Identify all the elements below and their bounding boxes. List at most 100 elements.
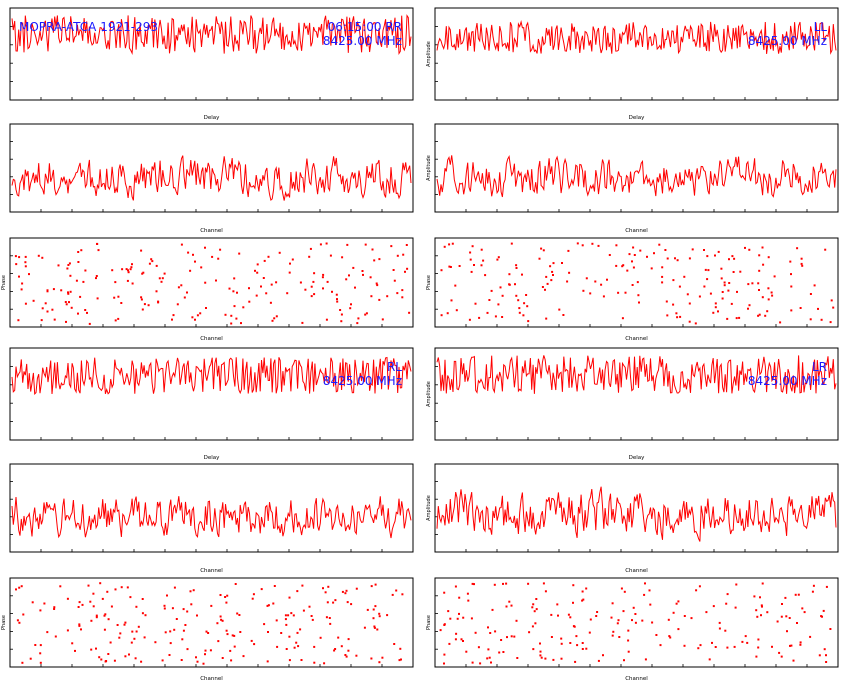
phase-point bbox=[762, 263, 765, 266]
phase-point bbox=[140, 296, 143, 299]
phase-point bbox=[137, 625, 140, 628]
phase-point bbox=[491, 608, 494, 611]
phase-point bbox=[228, 287, 231, 290]
phase-point bbox=[552, 658, 555, 661]
phase-point bbox=[758, 313, 761, 316]
plot-frame bbox=[9, 463, 414, 553]
phase-point bbox=[449, 617, 452, 620]
phase-point bbox=[172, 314, 175, 317]
phase-point bbox=[142, 271, 145, 274]
phase-point bbox=[54, 635, 57, 638]
axis-ticks bbox=[9, 577, 414, 668]
phase-point bbox=[80, 249, 83, 252]
phase-point bbox=[88, 322, 91, 325]
phase-point bbox=[446, 312, 449, 315]
phase-point bbox=[620, 587, 623, 590]
phase-point bbox=[672, 303, 675, 306]
phase-point bbox=[508, 273, 511, 276]
phase-point bbox=[24, 265, 27, 268]
phase-point bbox=[350, 603, 353, 606]
phase-point bbox=[785, 615, 788, 618]
phase-point bbox=[339, 309, 342, 311]
phase-point bbox=[321, 276, 324, 279]
phase-point bbox=[711, 641, 713, 644]
phase-point bbox=[401, 593, 404, 596]
phase-point bbox=[755, 655, 758, 658]
amplitude-trace bbox=[11, 356, 412, 396]
phase-point bbox=[161, 277, 164, 280]
phase-point bbox=[40, 319, 43, 322]
phase-point bbox=[118, 636, 121, 639]
phase-point bbox=[355, 587, 358, 590]
phase-point bbox=[356, 322, 359, 325]
phase-point bbox=[469, 251, 472, 254]
phase-point bbox=[151, 260, 154, 263]
phase-point bbox=[718, 627, 721, 630]
x-axis-label: Channel bbox=[200, 676, 223, 680]
phase-point bbox=[513, 635, 516, 638]
phase-point bbox=[107, 618, 110, 621]
phase-point bbox=[77, 606, 80, 608]
phase-point bbox=[232, 290, 235, 293]
phase-point bbox=[295, 641, 298, 644]
phase-point bbox=[767, 298, 770, 301]
phase-point bbox=[811, 590, 814, 593]
phase-point bbox=[90, 648, 93, 651]
phase-point bbox=[739, 270, 742, 273]
phase-point bbox=[369, 276, 372, 279]
phase-point bbox=[758, 289, 760, 291]
phase-point bbox=[760, 604, 763, 607]
frequency-label: 8425.00 MHz bbox=[323, 34, 402, 48]
phase-point bbox=[712, 605, 715, 608]
phase-point bbox=[667, 618, 670, 621]
phase-point bbox=[192, 253, 194, 256]
phase-point bbox=[508, 283, 511, 286]
phase-point bbox=[474, 302, 477, 305]
phase-point bbox=[242, 655, 245, 658]
phase-point bbox=[126, 279, 129, 282]
phase-point bbox=[376, 628, 379, 631]
plot-frame bbox=[434, 347, 839, 441]
y-axis-label: Amplitude bbox=[426, 495, 432, 521]
phase-point bbox=[820, 318, 823, 321]
phase-point bbox=[462, 640, 464, 642]
phase-point bbox=[393, 643, 396, 645]
phase-point bbox=[98, 656, 101, 659]
phase-point bbox=[830, 299, 833, 302]
phase-point bbox=[447, 610, 450, 613]
x-axis-label: Channel bbox=[625, 568, 648, 574]
phase-point bbox=[267, 604, 270, 607]
phase-point bbox=[194, 260, 196, 263]
phase-point bbox=[216, 622, 219, 625]
phase-point bbox=[134, 657, 137, 660]
phase-point bbox=[64, 301, 67, 303]
phase-point bbox=[734, 606, 737, 609]
phase-point bbox=[280, 632, 283, 634]
phase-point bbox=[594, 280, 597, 283]
axis-ticks bbox=[434, 577, 839, 668]
phase-point bbox=[766, 611, 769, 614]
y-axis-label: Phase bbox=[426, 275, 432, 290]
phase-point bbox=[813, 284, 816, 287]
phase-point bbox=[651, 621, 654, 624]
phase-point bbox=[624, 291, 627, 294]
phase-point bbox=[443, 245, 446, 248]
phase-point bbox=[131, 282, 134, 285]
phase-point bbox=[539, 650, 542, 653]
phase-point bbox=[378, 615, 381, 618]
phase-point bbox=[809, 293, 812, 295]
x-axis-label: Channel bbox=[200, 228, 223, 234]
axis-ticks bbox=[9, 347, 414, 441]
phase-point bbox=[510, 604, 513, 607]
phase-point bbox=[526, 305, 529, 308]
axis-ticks bbox=[434, 123, 839, 213]
phase-point bbox=[80, 628, 82, 631]
phase-point bbox=[378, 298, 381, 301]
phase-point bbox=[141, 308, 144, 311]
phase-point bbox=[285, 623, 288, 626]
phase-point bbox=[53, 608, 56, 610]
phase-point bbox=[600, 283, 603, 286]
phase-point bbox=[611, 634, 614, 637]
phase-point bbox=[781, 603, 783, 605]
phase-point bbox=[440, 314, 443, 317]
